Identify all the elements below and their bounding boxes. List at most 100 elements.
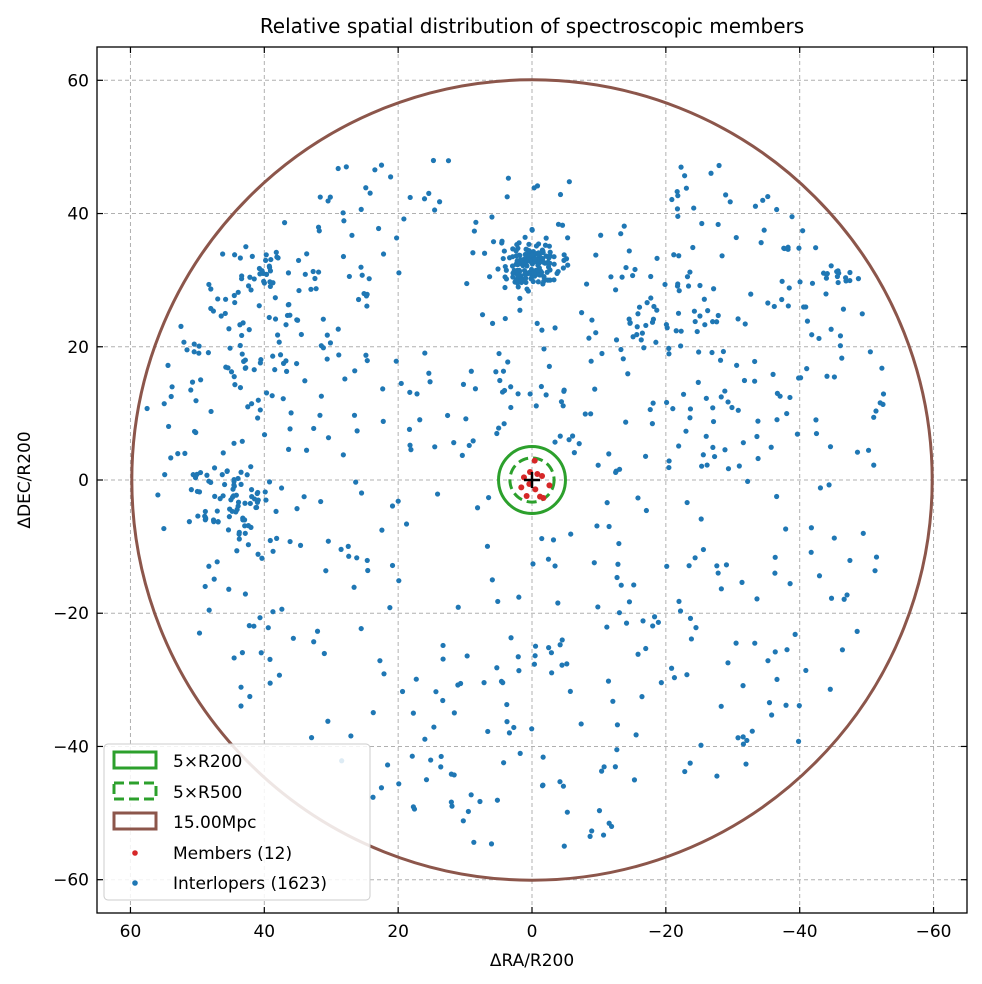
interloper-point: [808, 549, 814, 555]
interloper-point: [242, 591, 248, 597]
interloper-point: [635, 651, 641, 657]
interloper-point: [723, 192, 729, 198]
interloper-point: [363, 185, 369, 191]
interloper-point: [873, 408, 879, 414]
interloper-point: [165, 423, 172, 430]
interloper-point: [742, 321, 748, 327]
x-tick-label: −40: [782, 922, 818, 942]
interloper-point: [294, 360, 300, 367]
interloper-point: [779, 278, 785, 284]
interloper-point: [175, 451, 181, 457]
interloper-point: [523, 275, 529, 281]
interloper-point: [589, 828, 595, 834]
interloper-point: [561, 252, 567, 258]
interloper-point: [186, 519, 192, 525]
interloper-point: [710, 418, 717, 425]
interloper-point: [570, 433, 576, 439]
interloper-point: [222, 296, 229, 302]
interloper-point: [625, 371, 631, 377]
interloper-point: [261, 280, 267, 286]
interloper-point: [387, 605, 393, 611]
legend-label-members: Members (12): [173, 844, 292, 864]
interloper-point: [599, 350, 605, 357]
interloper-point: [663, 399, 670, 406]
interloper-point: [269, 393, 275, 399]
interloper-point: [502, 284, 508, 291]
interloper-point: [285, 446, 292, 452]
interloper-point: [364, 557, 370, 564]
interloper-point: [545, 264, 552, 270]
interloper-point: [190, 472, 196, 478]
interloper-point: [355, 296, 362, 303]
interloper-point: [498, 678, 505, 685]
circle-5r200: [497, 445, 567, 515]
interloper-point: [704, 462, 710, 468]
interloper-point: [161, 401, 167, 407]
interloper-point: [474, 505, 481, 511]
interloper-point: [855, 276, 862, 282]
y-axis-ticks: −60 −40 −20 0 20 40 60: [53, 71, 967, 891]
interloper-point: [325, 538, 331, 544]
interloper-point: [231, 374, 237, 380]
interloper-point: [640, 618, 646, 624]
legend-marker-interlopers: [132, 880, 138, 886]
y-tick-label: 20: [67, 338, 89, 358]
interloper-point: [606, 451, 612, 457]
interloper-point: [247, 693, 253, 700]
interloper-point: [502, 263, 508, 270]
interloper-point: [675, 310, 682, 316]
legend: 5×R200 5×R500 15.00Mpc Members (12) Inte…: [103, 743, 371, 901]
interloper-point: [692, 555, 698, 561]
interloper-point: [828, 263, 834, 269]
interloper-point: [643, 645, 649, 652]
legend-swatch-mpc: [112, 811, 158, 831]
interloper-point: [485, 494, 492, 501]
interloper-point: [697, 282, 703, 289]
interloper-point: [234, 548, 240, 554]
interloper-point: [215, 296, 221, 302]
interloper-point: [873, 554, 880, 560]
interloper-point: [837, 343, 843, 349]
interloper-point: [343, 164, 349, 170]
interloper-point: [426, 370, 432, 376]
legend-label-r500: 5×R500: [173, 783, 242, 803]
interloper-point: [325, 435, 332, 441]
interloper-point: [621, 223, 627, 229]
interloper-point: [262, 489, 268, 495]
interloper-point: [871, 462, 877, 468]
interloper-point: [525, 288, 531, 294]
interloper-point: [702, 322, 708, 328]
interloper-point: [682, 173, 688, 179]
interloper-point: [766, 700, 773, 706]
interloper-point: [809, 332, 815, 338]
interloper-point: [565, 235, 571, 241]
interloper-point: [673, 328, 679, 334]
interloper-point: [761, 227, 767, 233]
interloper-point: [496, 425, 502, 431]
interloper-point: [566, 437, 572, 443]
interloper-point: [244, 472, 250, 478]
interloper-point: [684, 672, 690, 678]
interloper-point: [440, 656, 446, 662]
interloper-point: [318, 498, 324, 505]
interloper-point: [618, 582, 624, 588]
interloper-point: [596, 808, 603, 814]
interloper-point: [270, 353, 276, 359]
interloper-point: [423, 777, 430, 783]
interloper-point: [634, 324, 640, 330]
interloper-point: [552, 439, 558, 445]
interloper-point: [266, 263, 272, 269]
interloper-point: [451, 710, 457, 716]
interloper-point: [144, 405, 150, 412]
interloper-point: [251, 496, 258, 502]
interloper-point: [618, 231, 624, 237]
interloper-point: [189, 379, 196, 385]
interloper-point: [715, 312, 721, 319]
interloper-point: [378, 162, 385, 168]
interloper-point: [430, 157, 437, 164]
interloper-point: [459, 452, 465, 458]
interloper-point: [221, 481, 228, 488]
interloper-point: [505, 175, 511, 181]
interloper-point: [716, 162, 722, 169]
interloper-point: [831, 374, 837, 380]
